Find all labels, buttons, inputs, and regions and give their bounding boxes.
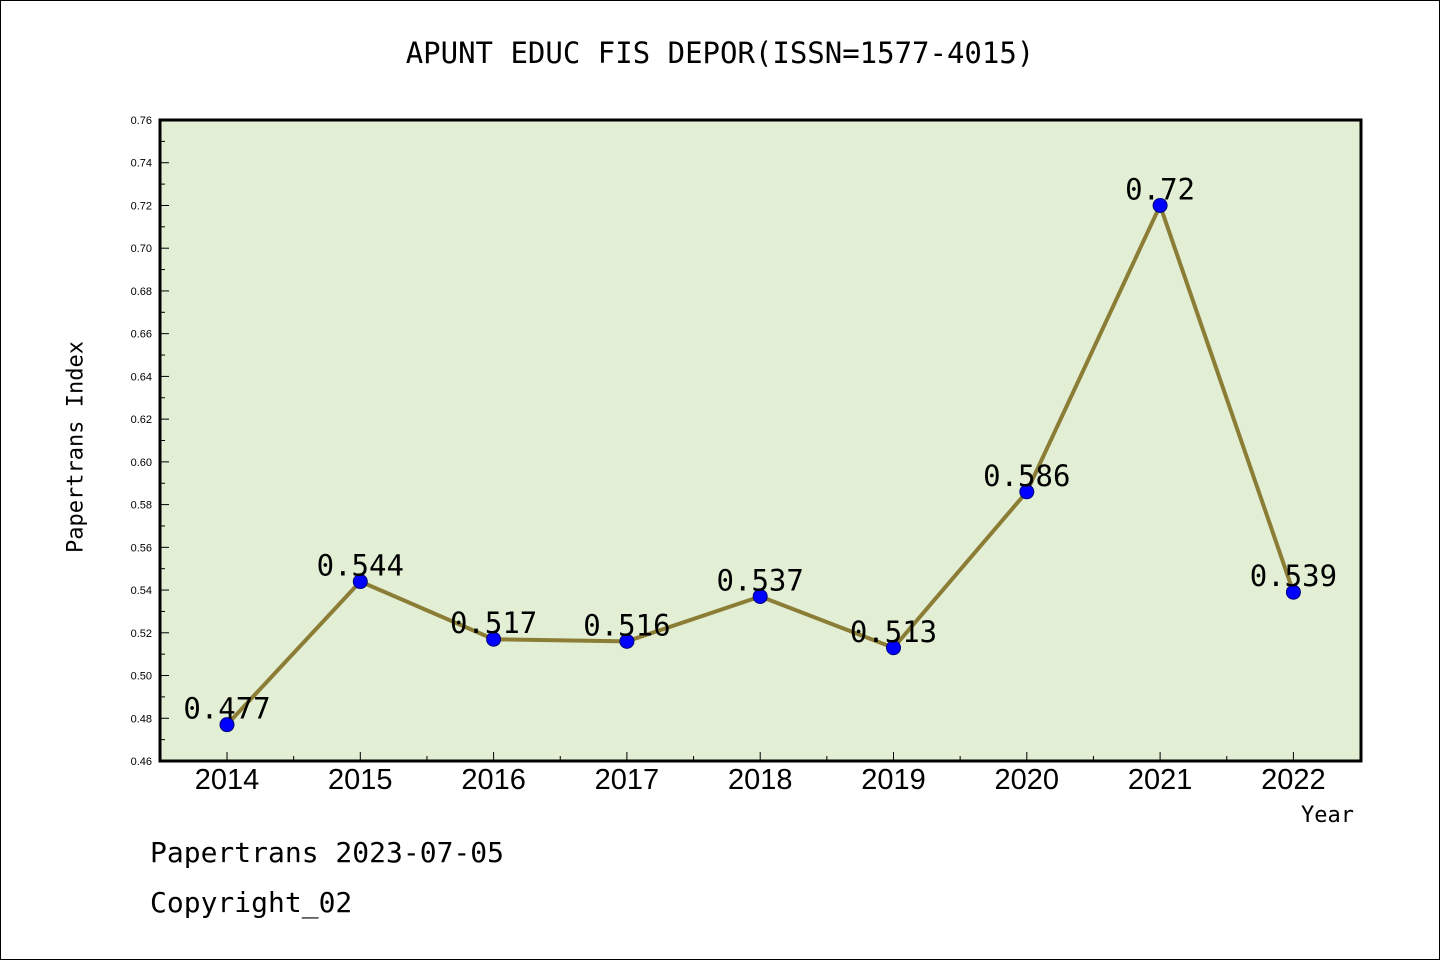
- x-tick-label: 2019: [861, 764, 926, 796]
- y-tick-label: 0.74: [131, 158, 152, 170]
- data-point: [219, 717, 235, 733]
- y-axis-ticks: 0.46 0.48 0.50 0.52 0.54 0.56 0.58 0.60 0.62 0.64…: [131, 115, 169, 768]
- data-label: 0.477: [183, 692, 270, 726]
- y-tick-label: 0.50: [131, 671, 152, 683]
- y-tick-label: 0.56: [131, 542, 152, 554]
- y-tick-label: 0.46: [131, 756, 152, 768]
- x-tick-label: 2016: [461, 764, 526, 796]
- plot-area: [160, 120, 1361, 761]
- plot-border: [158, 118, 1363, 763]
- data-label: 0.517: [450, 606, 537, 640]
- x-tick-label: 2021: [1128, 764, 1193, 796]
- data-point: [886, 640, 901, 656]
- data-point: [486, 631, 502, 647]
- y-tick-label: 0.70: [131, 243, 152, 255]
- x-tick-label: 2015: [328, 764, 393, 796]
- data-point: [352, 574, 368, 590]
- data-point: [1285, 584, 1301, 600]
- y-tick-label: 0.64: [131, 371, 152, 383]
- data-label: 0.544: [317, 549, 404, 583]
- y-tick-label: 0.62: [131, 414, 152, 426]
- x-axis-ticks: 2014 2015 2016 2017 2018 2019 2020 2021 2022: [195, 752, 1326, 796]
- x-tick-label: 2014: [195, 764, 260, 796]
- data-label: 0.72: [1125, 172, 1195, 206]
- y-tick-label: 0.58: [131, 500, 152, 512]
- x-tick-label: 2022: [1261, 764, 1326, 796]
- y-tick-label: 0.48: [131, 713, 152, 725]
- footer-date: Papertrans 2023-07-05: [150, 836, 505, 869]
- data-label: 0.539: [1250, 559, 1337, 593]
- footer-copyright: Copyright_02: [150, 886, 353, 919]
- data-labels: 0.477 0.544 0.517 0.516 0.537 0.513 0.586 0.72 0…: [183, 172, 1337, 725]
- y-tick-label: 0.76: [131, 115, 152, 127]
- x-tick-label: 2017: [595, 764, 660, 796]
- data-point: [1019, 484, 1035, 500]
- data-label: 0.516: [583, 608, 670, 642]
- x-tick-label: 2018: [728, 764, 793, 796]
- series-markers: [219, 197, 1301, 733]
- y-tick-label: 0.72: [131, 200, 152, 212]
- data-label: 0.513: [850, 615, 937, 649]
- y-tick-label: 0.66: [131, 329, 152, 341]
- data-label: 0.586: [983, 459, 1070, 493]
- y-tick-label: 0.52: [131, 628, 152, 640]
- y-tick-label: 0.60: [131, 457, 152, 469]
- data-point: [619, 633, 635, 649]
- y-tick-label: 0.68: [131, 286, 152, 298]
- data-point: [1152, 197, 1168, 213]
- data-point: [752, 588, 768, 604]
- chart-title: APUNT EDUC FIS DEPOR(ISSN=1577-4015): [405, 36, 1035, 70]
- x-tick-label: 2020: [995, 764, 1060, 796]
- x-axis-label: Year: [1301, 803, 1354, 828]
- y-tick-label: 0.54: [131, 585, 152, 597]
- data-label: 0.537: [717, 563, 804, 597]
